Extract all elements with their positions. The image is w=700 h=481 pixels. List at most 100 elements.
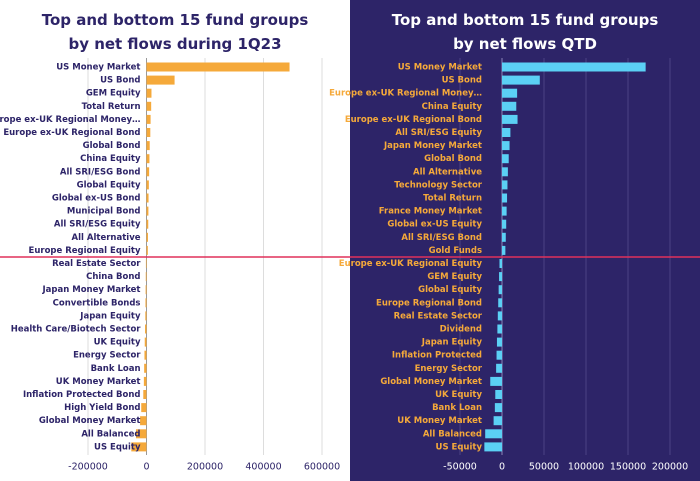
- bar: [131, 442, 147, 452]
- bar: [502, 232, 506, 242]
- bar: [494, 403, 502, 413]
- y-tick-label: High Yield Bond: [64, 403, 140, 413]
- y-tick-label: Health Care/Biotech Sector: [11, 325, 142, 335]
- y-tick-label: All Alternative: [72, 233, 141, 243]
- y-tick-label: UK Money Market: [397, 416, 482, 426]
- y-tick-label: Inflation Protected Bond: [23, 390, 141, 400]
- y-tick-label: Global Bond: [424, 154, 482, 164]
- y-tick-label: Europe ex-UK Regional Bond: [3, 128, 140, 138]
- bar: [496, 337, 502, 347]
- x-tick-label: 600000: [304, 462, 340, 473]
- y-tick-label: All SRI/ESG Bond: [60, 167, 141, 177]
- y-tick-label: US Bond: [100, 76, 140, 86]
- y-tick-label: All Balanced: [423, 429, 482, 439]
- y-tick-label: Global Money Market: [380, 377, 482, 387]
- x-tick-label: -50000: [443, 462, 477, 473]
- bar: [497, 324, 502, 334]
- bar: [135, 429, 147, 439]
- y-tick-label: Gold Funds: [429, 246, 482, 256]
- x-tick-label: 0: [499, 462, 505, 473]
- bar: [502, 141, 510, 151]
- bar: [498, 285, 502, 295]
- bar: [485, 429, 502, 439]
- bar: [502, 75, 540, 85]
- y-tick-label: Global ex-US Equity: [387, 220, 482, 230]
- y-tick-label: GEM Equity: [86, 89, 141, 99]
- bar: [146, 141, 150, 151]
- panel-left: [0, 0, 350, 481]
- y-tick-label: All Alternative: [413, 167, 482, 177]
- bar: [502, 154, 509, 164]
- bar: [146, 75, 175, 85]
- y-tick-label: Real Estate Sector: [52, 259, 141, 269]
- chart-title: Top and bottom 15 fund groups by net flo…: [41, 11, 309, 53]
- bar: [146, 88, 152, 98]
- y-tick-label: US Equity: [436, 442, 483, 452]
- bar: [484, 442, 502, 452]
- y-tick-label: Energy Sector: [415, 364, 483, 374]
- bar: [146, 232, 148, 242]
- bar: [146, 193, 149, 203]
- bar: [146, 62, 290, 72]
- bar: [502, 245, 506, 255]
- y-tick-label: France Money Market: [379, 207, 482, 217]
- y-tick-label: China Equity: [422, 102, 483, 112]
- y-tick-label: Japan Equity: [421, 338, 483, 348]
- bar: [145, 311, 147, 321]
- chart-title: Top and bottom 15 fund groups by net flo…: [391, 11, 659, 53]
- bar: [146, 114, 151, 124]
- bar: [146, 101, 152, 111]
- bar: [499, 259, 502, 268]
- y-tick-label: Japan Equity: [79, 311, 141, 321]
- y-tick-label: All SRI/ESG Equity: [54, 220, 141, 230]
- y-tick-label: Total Return: [423, 194, 482, 204]
- y-tick-label: All SRI/ESG Bond: [401, 233, 482, 243]
- y-tick-label: US Equity: [94, 442, 141, 452]
- bar: [145, 324, 147, 334]
- x-tick-label: 150000: [610, 462, 646, 473]
- y-tick-label: Municipal Bond: [67, 207, 141, 217]
- bar: [146, 206, 149, 216]
- x-tick-label: 200000: [652, 462, 688, 473]
- y-tick-label: Europe Regional Bond: [376, 298, 482, 308]
- bar: [145, 259, 147, 268]
- bar: [146, 180, 149, 190]
- y-tick-label: US Money Market: [398, 63, 482, 73]
- y-tick-label: Japan Money Market: [383, 141, 482, 151]
- y-tick-label: UK Equity: [94, 338, 141, 348]
- bar: [497, 311, 502, 321]
- bar: [146, 167, 150, 177]
- bar: [145, 272, 147, 282]
- bar: [143, 376, 147, 386]
- x-tick-label: -200000: [68, 462, 108, 473]
- bar: [502, 180, 508, 190]
- y-tick-label: Real Estate Sector: [394, 311, 483, 321]
- bar: [143, 390, 147, 399]
- y-tick-label: Energy Sector: [73, 351, 141, 361]
- y-tick-label: US Money Market: [56, 63, 140, 73]
- bar: [502, 114, 518, 124]
- bar: [493, 416, 502, 426]
- y-tick-label: Global Equity: [77, 180, 141, 190]
- bar: [146, 219, 149, 229]
- bar: [144, 337, 147, 347]
- bar: [490, 376, 502, 386]
- y-tick-label: Technology Sector: [394, 180, 483, 190]
- y-tick-label: UK Equity: [435, 390, 482, 400]
- y-tick-label: Convertible Bonds: [53, 298, 141, 308]
- y-tick-label: Inflation Protected: [392, 351, 482, 361]
- y-tick-label: China Bond: [86, 272, 140, 282]
- bar: [140, 416, 147, 426]
- bar: [499, 272, 502, 282]
- y-tick-label: Total Return: [82, 102, 141, 112]
- y-tick-label: Dividend: [440, 325, 482, 335]
- bar: [146, 128, 151, 137]
- x-tick-label: 0: [143, 462, 149, 473]
- y-tick-label: Global ex-US Bond: [52, 194, 141, 204]
- bar: [495, 390, 502, 399]
- bar: [502, 128, 511, 137]
- bar: [502, 88, 518, 98]
- y-tick-label: Europe ex-UK Regional Money…: [329, 89, 482, 99]
